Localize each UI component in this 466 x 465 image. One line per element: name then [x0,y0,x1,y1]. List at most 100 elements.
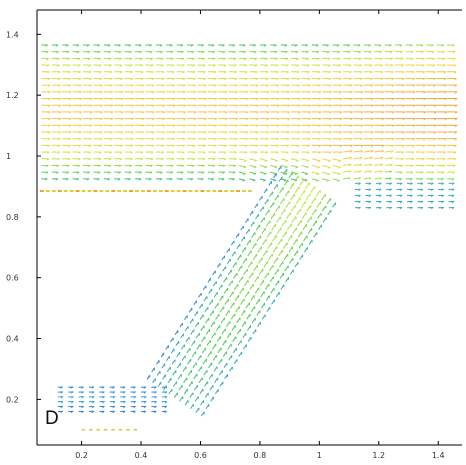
velocity-vector [270,287,275,294]
velocity-vector-head [432,158,435,161]
velocity-vector-head [444,104,448,107]
velocity-vector-head [221,178,225,181]
velocity-vector-head [381,145,385,148]
velocity-vector-head [235,104,238,107]
velocity-vector-head [100,111,103,114]
velocity-vector-head [129,58,133,61]
velocity-vector [176,351,181,358]
velocity-vector-head [244,71,248,74]
velocity-vector-head [339,111,343,114]
velocity-vector [254,276,259,283]
velocity-vector-head [349,150,353,153]
velocity-vector [353,170,362,173]
velocity-vector [179,322,184,328]
velocity-vector-head [401,64,404,67]
velocity-vector-head [350,145,353,148]
velocity-vector-head [378,182,382,185]
velocity-vector [258,268,264,275]
velocity-vector [170,337,174,343]
velocity-vector [244,218,249,224]
velocity-vector-head [76,178,79,181]
velocity-vector-head [214,84,217,87]
velocity-vector-head [112,386,115,389]
velocity-vector-head [451,182,455,185]
velocity-vector-head [454,131,458,134]
velocity-vector-head [234,151,237,154]
velocity-vector-head [98,58,101,61]
velocity-vector-head [441,44,445,47]
velocity-vector-head [58,138,61,141]
velocity-vector-head [430,182,434,185]
velocity-vector-head [192,64,196,67]
velocity-vector-head [275,160,278,162]
velocity-vector [198,303,203,309]
velocity-vector-head [274,166,278,169]
velocity-vector-head [233,158,237,161]
velocity-vector-head [77,64,81,67]
velocity-vector-head [297,91,301,94]
velocity-vector-head [224,78,227,81]
velocity-vector [187,358,192,365]
velocity-vector [249,158,257,162]
velocity-vector-head [160,158,164,161]
velocity-vector [212,281,217,287]
velocity-vector-head [143,401,147,404]
velocity-vector-head [451,178,455,181]
velocity-vector-head [243,58,247,61]
velocity-vector-head [151,145,154,148]
velocity-vector-head [360,84,363,87]
velocity-vector-head [56,58,60,61]
velocity-vector [255,224,261,231]
velocity-vector-head [423,124,426,128]
velocity-vector [209,385,214,391]
velocity-vector-head [338,64,341,67]
velocity-vector-head [254,58,257,61]
velocity-vector-head [454,138,457,141]
velocity-vector-head [76,171,80,174]
velocity-vector [205,317,210,324]
velocity-vector [228,355,233,361]
velocity-vector-head [149,51,153,54]
velocity-vector [284,265,289,272]
velocity-vector-head [423,98,427,101]
y-ticks: 0.2 0.4 0.6 0.8 1 1.2 1.4 [6,30,41,404]
velocity-vector-head [153,410,157,414]
velocity-vector-head [328,71,331,74]
velocity-vector-head [97,44,100,47]
velocity-vector-head [401,151,404,154]
velocity-vector-head [78,84,82,87]
velocity-vector-head [77,51,80,54]
velocity-vector-head [245,78,248,81]
velocity-vector-head [244,145,248,148]
velocity-vector-head [433,104,437,107]
velocity-vector-head [130,138,134,141]
velocity-vector-head [223,151,227,154]
velocity-vector-head [432,71,436,74]
velocity-vector [249,178,256,181]
velocity-vector-head [433,124,437,128]
velocity-vector [204,392,209,398]
velocity-vector-head [411,58,414,61]
velocity-vector [166,355,170,361]
velocity-vector-head [133,406,136,409]
velocity-vector-head [203,151,206,154]
velocity-vector [217,273,222,279]
velocity-vector-head [284,166,288,169]
velocity-vector [198,292,202,298]
velocity-vector [207,351,212,357]
velocity-vector-head [296,145,300,148]
velocity-vector [157,381,162,387]
velocity-vector-head [170,51,174,54]
velocity-vector-head [307,131,311,134]
velocity-vector [261,238,267,246]
velocity-vector-head [255,71,258,74]
velocity-vector-head [412,118,416,121]
velocity-vector-head [422,138,426,141]
velocity-vector-head [390,58,393,61]
y-tick-label: 1.2 [6,91,19,100]
velocity-vector-head [193,104,197,107]
velocity-vector-head [454,104,458,107]
velocity-vector-head [89,98,93,101]
velocity-vector-head [58,118,62,121]
velocity-vector-head [287,91,290,94]
